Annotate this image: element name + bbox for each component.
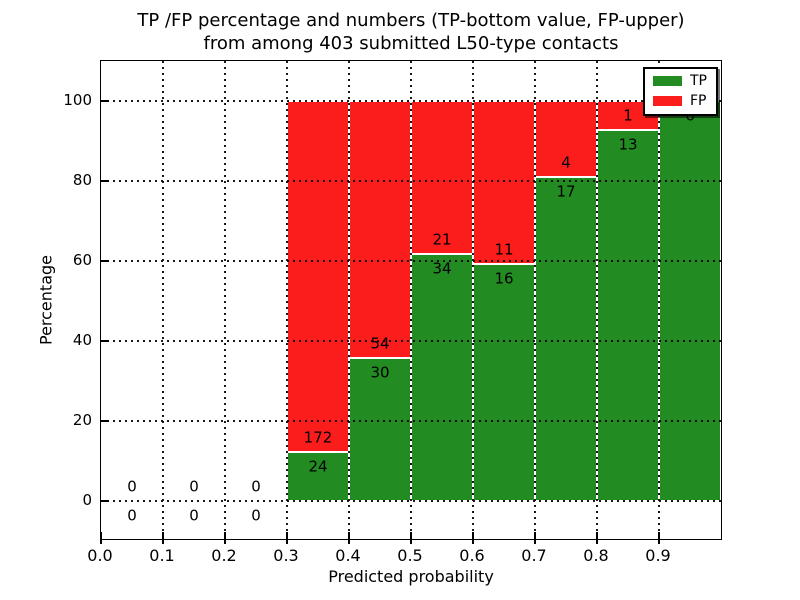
xtick-label: 0.9 xyxy=(645,546,671,565)
bar-label-fp: 21 xyxy=(432,230,452,249)
gridline-vertical xyxy=(162,61,164,539)
ytick-mark xyxy=(101,180,109,182)
bar-label-tp: 13 xyxy=(618,135,638,154)
x-axis-label: Predicted probability xyxy=(328,567,494,586)
xtick-label: 0.0 xyxy=(87,546,113,565)
legend-item: FP xyxy=(653,94,707,108)
xtick-label: 0.6 xyxy=(459,546,485,565)
xtick-mark xyxy=(534,532,536,544)
bar-segment-fp xyxy=(349,101,411,359)
bar-label-tp: 0 xyxy=(251,506,261,525)
ytick-label: 20 xyxy=(72,411,92,429)
legend: TP FP xyxy=(643,67,718,116)
legend-item: TP xyxy=(653,74,707,88)
bar-label-fp: 0 xyxy=(127,477,137,496)
ytick-label: 60 xyxy=(72,251,92,269)
bar-label-tp: 16 xyxy=(494,269,514,288)
xtick-mark xyxy=(472,532,474,544)
bar-segment-tp xyxy=(349,358,411,501)
legend-label: FP xyxy=(690,93,707,109)
ytick-label: 100 xyxy=(63,91,92,109)
bar-label-fp: 0 xyxy=(251,477,261,496)
chart-title-line2: from among 403 submitted L50-type contac… xyxy=(203,33,619,54)
xtick-mark xyxy=(162,532,164,544)
ytick-mark xyxy=(101,420,109,422)
xtick-label: 0.7 xyxy=(521,546,547,565)
xtick-label: 0.5 xyxy=(397,546,423,565)
bar-label-tp: 17 xyxy=(556,182,576,201)
bar-label-fp: 1 xyxy=(623,106,633,125)
bar-label-fp: 0 xyxy=(189,477,199,496)
ytick-mark xyxy=(101,340,109,342)
bar-label-tp: 0 xyxy=(189,506,199,525)
bar-label-fp: 4 xyxy=(561,153,571,172)
ytick-mark xyxy=(101,100,109,102)
gridline-vertical xyxy=(658,61,660,539)
ytick-label: 40 xyxy=(72,331,92,349)
gridline-vertical xyxy=(410,61,412,539)
chart-title-line1: TP /FP percentage and numbers (TP-bottom… xyxy=(137,10,685,31)
xtick-label: 0.3 xyxy=(273,546,299,565)
bar-segment-tp xyxy=(411,253,473,501)
legend-label: TP xyxy=(690,73,707,89)
legend-swatch-fp xyxy=(653,96,682,106)
xtick-mark xyxy=(286,532,288,544)
xtick-mark xyxy=(658,532,660,544)
xtick-label: 0.2 xyxy=(211,546,237,565)
gridline-vertical xyxy=(534,61,536,539)
xtick-mark xyxy=(410,532,412,544)
bar-label-fp: 172 xyxy=(303,428,333,447)
bar-segment-tp xyxy=(659,101,721,501)
xtick-mark xyxy=(224,532,226,544)
gridline-vertical xyxy=(348,61,350,539)
gridline-vertical xyxy=(596,61,598,539)
xtick-mark xyxy=(596,532,598,544)
bar-label-tp: 0 xyxy=(127,506,137,525)
bar-label-fp: 11 xyxy=(494,240,514,259)
bar-label-tp: 30 xyxy=(370,363,390,382)
legend-swatch-tp xyxy=(653,76,682,86)
bar-label-tp: 24 xyxy=(308,457,328,476)
gridline-vertical xyxy=(286,61,288,539)
xtick-mark xyxy=(348,532,350,544)
xtick-mark xyxy=(100,532,102,544)
bar-segment-tp xyxy=(597,129,659,501)
chart-title: TP /FP percentage and numbers (TP-bottom… xyxy=(100,9,722,55)
xtick-label: 0.1 xyxy=(149,546,175,565)
bar-segment-tp xyxy=(287,452,349,501)
gridline-vertical xyxy=(472,61,474,539)
gridline-vertical xyxy=(224,61,226,539)
ytick-label: 0 xyxy=(82,491,92,509)
bar-label-tp: 34 xyxy=(432,259,452,278)
ytick-mark xyxy=(101,500,109,502)
xtick-label: 0.8 xyxy=(583,546,609,565)
xtick-label: 0.4 xyxy=(335,546,361,565)
bar-segment-fp xyxy=(287,101,349,453)
bar-segment-tp xyxy=(473,263,535,501)
bar-label-fp: 54 xyxy=(370,334,390,353)
ytick-mark xyxy=(101,260,109,262)
ytick-label: 80 xyxy=(72,171,92,189)
